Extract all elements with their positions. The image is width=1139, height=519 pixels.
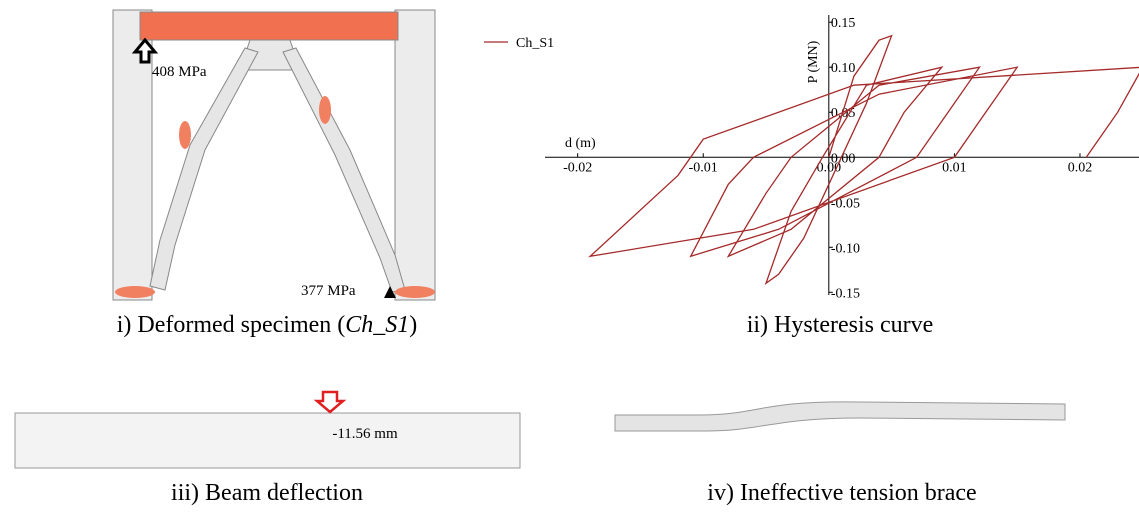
yield-zone bbox=[395, 286, 435, 298]
right-column bbox=[395, 10, 435, 300]
x-tick-label: -0.01 bbox=[689, 160, 718, 175]
y-axis-label: P (MN) bbox=[806, 40, 821, 83]
annotation: 408 MPa bbox=[152, 64, 207, 80]
y-tick-label: -0.10 bbox=[831, 241, 860, 256]
y-tick-label: -0.05 bbox=[831, 196, 860, 211]
specimen: 408 MPa 377 MPa bbox=[113, 10, 435, 300]
x-tick-label: 0.01 bbox=[942, 160, 967, 175]
x-axis-label: d (m) bbox=[565, 136, 596, 151]
caption-text: i) Deformed specimen ( bbox=[117, 312, 346, 338]
arrow bbox=[317, 392, 343, 412]
annotation: 377 MPa bbox=[301, 283, 356, 299]
legend-label: Ch_S1 bbox=[516, 36, 554, 51]
yield-zone bbox=[179, 121, 191, 149]
data-line bbox=[590, 36, 1139, 284]
right-brace bbox=[283, 48, 405, 292]
x-tick-label: 0.02 bbox=[1068, 160, 1093, 175]
annotation: -11.56 mm bbox=[332, 426, 398, 442]
y-tick-label: 0.15 bbox=[831, 16, 856, 31]
caption: i) Deformed specimen (Ch_S1) bbox=[117, 312, 418, 338]
x-tick-label: -0.02 bbox=[563, 160, 592, 175]
figure: 408 MPa 377 MPa i) Deformed specimen (Ch… bbox=[0, 0, 1139, 514]
yield-zone bbox=[319, 96, 331, 124]
yield-zone bbox=[115, 286, 155, 298]
beam bbox=[15, 413, 520, 468]
brace bbox=[615, 402, 1065, 431]
top-beam bbox=[140, 12, 398, 40]
left-brace bbox=[150, 48, 258, 290]
caption: iii) Beam deflection bbox=[171, 480, 363, 506]
y-tick-label: -0.15 bbox=[831, 286, 860, 301]
caption-text: Ch_S1 bbox=[345, 312, 409, 338]
caption-text: ) bbox=[409, 312, 417, 338]
caption: ii) Hysteresis curve bbox=[747, 312, 934, 338]
caption: iv) Ineffective tension brace bbox=[707, 480, 976, 506]
y-tick-label: 0.10 bbox=[831, 61, 856, 76]
